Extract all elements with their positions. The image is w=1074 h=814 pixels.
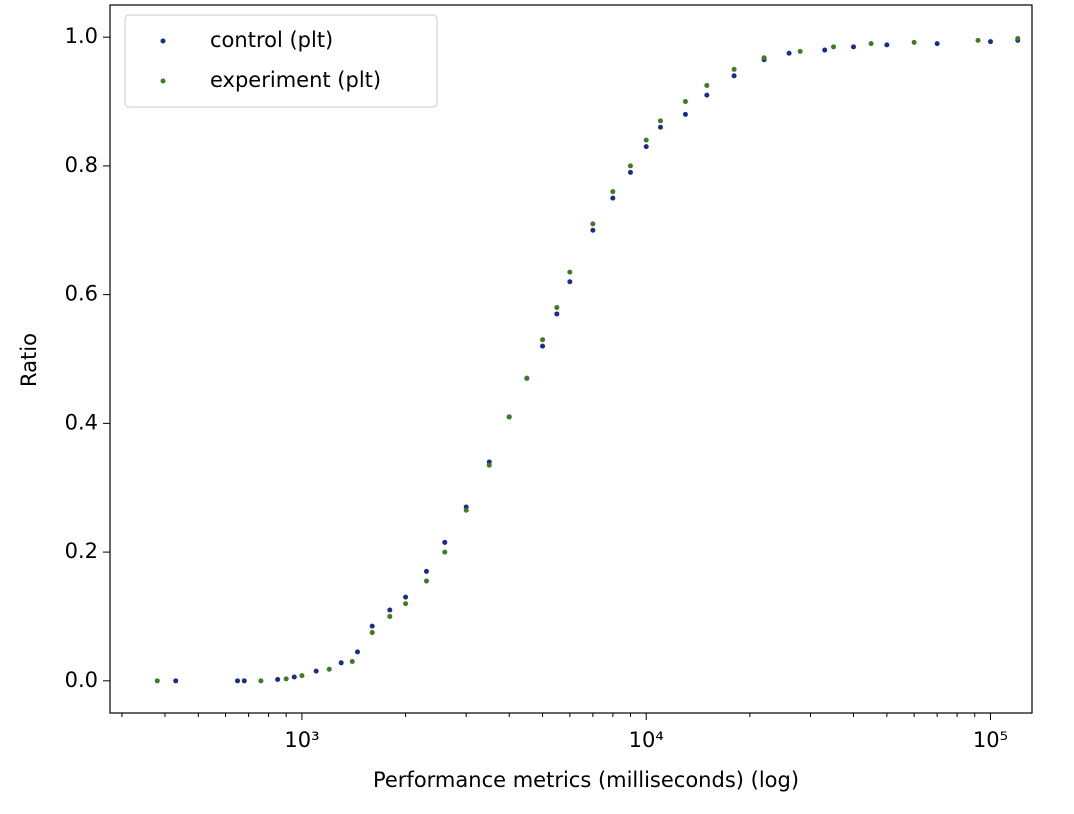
data-point [241,678,247,684]
data-point [1015,35,1021,41]
data-point [235,678,241,684]
y-tick-label: 0.6 [65,282,98,306]
data-point [868,41,874,47]
data-point [704,82,710,88]
data-point [627,169,633,175]
data-point [590,227,596,233]
data-point [934,41,940,47]
data-point [831,44,837,50]
x-tick-label: 10⁵ [973,728,1008,752]
data-point [442,549,448,555]
data-point [590,221,596,227]
legend-label: control (plt) [210,28,333,52]
data-point [387,613,393,619]
data-point [338,660,344,666]
data-point [524,375,530,381]
x-axis-label: Performance metrics (milliseconds) (log) [373,768,799,792]
data-point [442,539,448,545]
data-point [627,163,633,169]
data-point [486,462,492,468]
data-point [850,44,856,50]
data-point [313,668,319,674]
plot-frame [109,4,1033,714]
y-tick-label: 0.0 [65,668,98,692]
data-point [349,659,355,665]
data-point [704,92,710,98]
data-point [643,144,649,150]
data-point [258,678,264,684]
data-point [369,623,375,629]
data-point [387,607,393,613]
data-point [822,47,828,53]
x-tick-label: 10³ [284,728,319,752]
data-point [154,678,160,684]
data-point [291,674,297,680]
data-point [567,279,573,285]
data-point [403,594,409,600]
y-tick-label: 1.0 [65,24,98,48]
data-point [326,666,332,672]
data-point [682,99,688,105]
data-point [540,343,546,349]
data-point [283,676,289,682]
data-point [682,111,688,117]
data-point [173,678,179,684]
data-point [643,137,649,143]
data-point [610,195,616,201]
data-point [884,42,890,48]
data-point [299,673,305,679]
data-point [554,305,560,311]
data-point [463,507,469,513]
legend-marker [160,38,166,44]
data-point [369,630,375,636]
data-point [657,124,663,130]
data-point [975,37,981,43]
y-tick-label: 0.2 [65,539,98,563]
data-point [786,50,792,56]
data-point [354,649,360,655]
y-tick-label: 0.8 [65,153,98,177]
legend-label: experiment (plt) [210,68,381,92]
x-tick-label: 10⁴ [629,728,664,752]
data-point [731,66,737,72]
data-point [275,677,281,683]
data-point [761,55,767,61]
data-point [506,414,512,420]
y-tick-label: 0.4 [65,410,98,434]
data-point [567,269,573,275]
data-point [911,39,917,45]
legend-box [124,14,438,108]
legend-marker [160,78,166,84]
data-point [554,311,560,317]
data-point [987,39,993,45]
data-point [797,48,803,54]
data-point [731,73,737,79]
data-point [657,118,663,124]
data-point [403,601,409,607]
data-point [610,189,616,195]
data-point [540,337,546,343]
data-point [423,578,429,584]
data-point [423,568,429,574]
y-axis-label: Ratio [17,333,41,387]
